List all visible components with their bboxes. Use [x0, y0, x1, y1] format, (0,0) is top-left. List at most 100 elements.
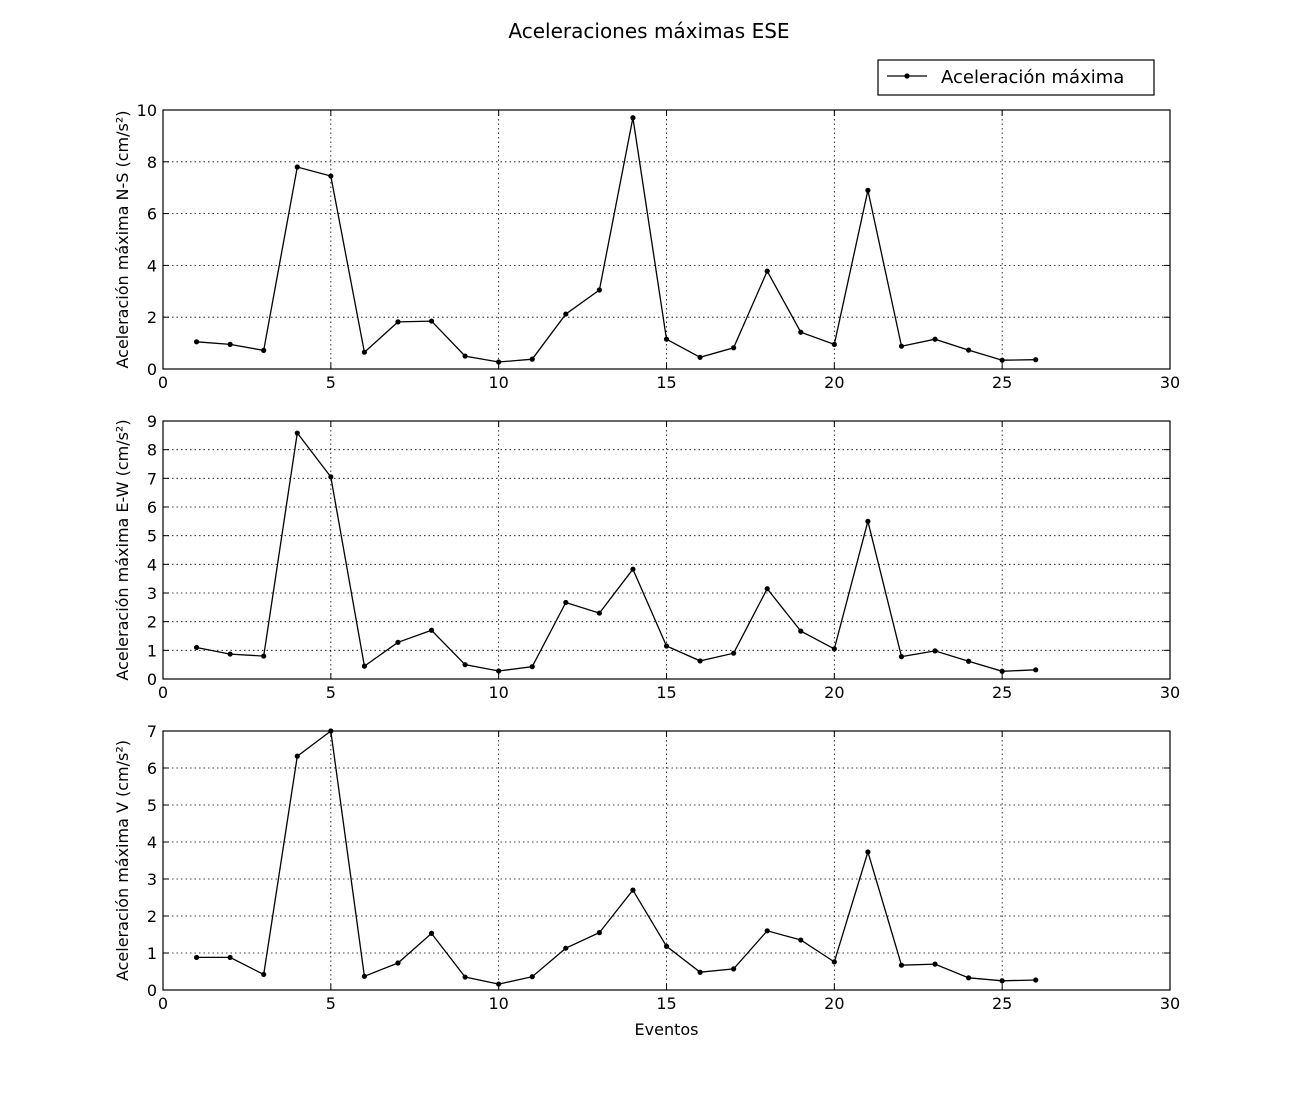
data-point	[731, 345, 737, 351]
data-point	[999, 357, 1005, 363]
legend-box	[877, 59, 1155, 96]
data-point	[831, 341, 837, 347]
data-point	[428, 318, 435, 324]
data-point	[529, 356, 535, 362]
data-point	[898, 654, 905, 660]
x-tick-label: 20	[824, 373, 844, 392]
data-point	[294, 753, 300, 759]
data-point	[697, 658, 703, 664]
data-point	[227, 954, 233, 961]
series-line-3	[196, 729, 1036, 985]
y-tick-label: 7	[147, 469, 157, 488]
y-tick-label: 3	[147, 584, 157, 603]
y-tick-label: 1	[147, 641, 157, 660]
data-point	[865, 187, 871, 193]
data-point	[529, 664, 535, 670]
x-tick-label: 0	[158, 373, 168, 392]
data-point	[1033, 357, 1039, 363]
y-axis-label: Aceleración máxima V (cm/s²)	[113, 740, 132, 981]
data-point	[596, 287, 602, 293]
data-point	[428, 627, 435, 633]
x-tick-label: 30	[1160, 683, 1180, 702]
data-point	[831, 646, 837, 652]
data-point	[496, 359, 502, 365]
data-point	[798, 329, 804, 335]
subplot-3: 0 5 10 15 20 25 30 0 1 2 3 4 5 6 7 Aceleración máxima V…	[113, 722, 1180, 1039]
y-tick-label: 10	[137, 101, 157, 120]
data-point	[697, 969, 703, 975]
x-tick-label: 30	[1160, 994, 1180, 1013]
y-tick-label: 4	[147, 256, 157, 275]
data-point	[630, 887, 636, 893]
chart-title: Aceleraciones máximas ESE	[508, 19, 789, 43]
y-tick-label: 1	[147, 944, 157, 963]
data-point	[395, 319, 401, 325]
x-tick-label: 25	[992, 683, 1012, 702]
data-point	[898, 962, 905, 968]
y-tick-label: 4	[147, 555, 157, 574]
data-point	[697, 354, 703, 360]
data-point	[865, 518, 871, 524]
data-point	[798, 628, 804, 634]
y-tick-label: 6	[147, 205, 157, 224]
data-point	[462, 974, 468, 980]
x-tick-label: 10	[488, 994, 508, 1013]
data-point	[898, 343, 905, 349]
subplot-2: 0 5 10 15 20 25 30 0 1 2 3 4 5 6 7 8 9 Aceleración máxima…	[113, 412, 1180, 702]
data-point	[193, 644, 200, 651]
y-axis-label: Aceleración máxima N-S (cm/s²)	[113, 110, 132, 368]
data-point	[428, 930, 435, 936]
data-point	[932, 961, 938, 967]
data-point	[496, 668, 502, 674]
data-point	[294, 430, 300, 436]
data-point	[563, 311, 569, 317]
data-point	[630, 115, 636, 121]
x-axis-label: Eventos	[635, 1020, 699, 1039]
data-point	[764, 928, 770, 934]
data-point	[261, 971, 267, 978]
data-point	[328, 474, 334, 480]
y-tick-label: 8	[147, 441, 157, 460]
x-tick-label: 15	[656, 683, 676, 702]
x-tick-label: 0	[158, 683, 168, 702]
legend: Aceleración máxima	[877, 59, 1155, 96]
y-tick-label: 5	[147, 796, 157, 815]
y-tick-label: 4	[147, 833, 157, 852]
plot-frame	[162, 730, 1171, 991]
data-point	[630, 566, 636, 572]
x-tick-label: 10	[488, 373, 508, 392]
y-tick-label: 6	[147, 759, 157, 778]
x-tick-label: 20	[824, 683, 844, 702]
plot-frame	[162, 109, 1171, 370]
x-tick-label: 10	[488, 683, 508, 702]
data-point	[932, 648, 938, 654]
data-point	[361, 663, 367, 669]
y-tick-label: 0	[147, 360, 157, 379]
plot-frame	[162, 420, 1171, 680]
data-point	[731, 650, 737, 656]
data-point	[596, 930, 602, 936]
data-point	[1033, 977, 1039, 983]
data-point	[932, 336, 938, 342]
y-tick-label: 0	[147, 981, 157, 1000]
data-point	[496, 981, 502, 987]
y-tick-label: 3	[147, 870, 157, 889]
data-point	[227, 651, 233, 657]
data-point	[395, 639, 401, 645]
data-point	[798, 937, 804, 943]
data-point	[999, 978, 1005, 984]
data-point	[966, 658, 972, 664]
data-point	[193, 954, 200, 961]
data-point	[395, 960, 401, 966]
data-point	[663, 643, 670, 649]
y-tick-label: 8	[147, 153, 157, 172]
y-tick-label: 6	[147, 498, 157, 517]
data-point	[462, 662, 468, 668]
data-point	[663, 336, 670, 342]
x-tick-label: 5	[326, 683, 336, 702]
data-point	[361, 973, 367, 979]
x-tick-label: 5	[326, 994, 336, 1013]
data-point	[663, 943, 670, 949]
